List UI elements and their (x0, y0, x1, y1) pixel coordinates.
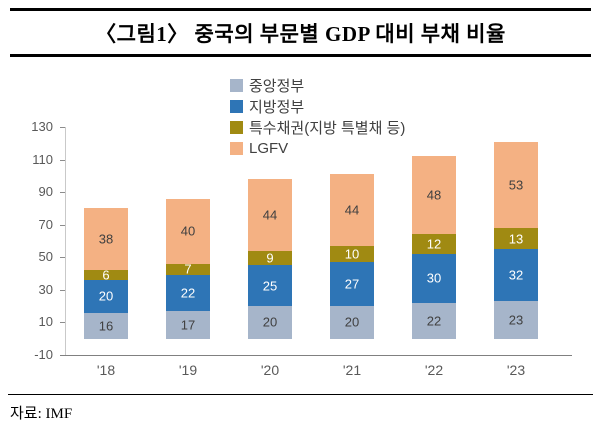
bar-value-label: 6 (102, 267, 110, 283)
bar-segment: 44 (330, 174, 374, 246)
bar-segment: 20 (84, 280, 128, 313)
y-axis-label: 130 (31, 119, 53, 134)
bar-segment: 16 (84, 312, 128, 339)
bar-segment: 22 (412, 302, 456, 339)
bar-value-label: 30 (426, 270, 442, 286)
bar-value-label: 9 (266, 250, 274, 266)
bar-value-label: 44 (262, 207, 278, 223)
x-axis-label: '23 (506, 362, 526, 378)
legend-item: LGFV (230, 138, 405, 159)
y-axis-tick (60, 322, 65, 324)
legend-label: 중앙정부 (249, 78, 305, 95)
bar-value-label: 17 (180, 317, 196, 333)
y-axis-label: 10 (38, 314, 53, 330)
y-axis-tick (60, 224, 65, 226)
y-axis-tick (60, 289, 65, 291)
bar-value-label: 22 (426, 313, 442, 329)
legend-item: 중앙정부 (230, 75, 405, 96)
x-axis-line (60, 355, 572, 356)
y-axis-line (65, 127, 66, 355)
legend-swatch-icon (230, 142, 243, 155)
bar-segment: 44 (248, 179, 292, 251)
legend-label: 특수채권(지방 특별채 등) (249, 120, 406, 137)
bar-value-label: 22 (180, 285, 196, 301)
bar-value-label: 12 (426, 236, 442, 252)
bar-value-label: 10 (344, 246, 360, 262)
bar-value-label: 38 (98, 231, 114, 247)
bar-segment: 40 (166, 198, 210, 264)
bar-segment: 20 (330, 306, 374, 339)
x-axis-label: '19 (178, 362, 198, 378)
legend-label: 지방정부 (249, 99, 305, 116)
bar-value-label: 16 (98, 318, 114, 334)
bar-value-label: 32 (508, 267, 524, 283)
y-axis-label: 90 (38, 184, 53, 200)
bar-segment: 30 (412, 254, 456, 303)
source-divider (8, 394, 593, 395)
y-axis-tick (60, 127, 65, 128)
bar-segment: 25 (248, 265, 292, 307)
plot-area: 130 110 90 70 50 30 10 -10 16 20 6 38 '18 17 22 7 40 '19 2… (0, 57, 601, 389)
y-axis-tick (60, 257, 65, 259)
bar-value-label: 7 (184, 261, 192, 277)
bar-value-label: 40 (180, 223, 196, 239)
bar-segment: 7 (166, 261, 210, 277)
source-note: 자료: IMF (10, 406, 73, 422)
y-axis-label: -10 (34, 347, 53, 362)
legend-swatch-icon (230, 100, 243, 113)
y-axis-tick (60, 192, 65, 194)
figure-title: 〈그림1〉 중국의 부문별 GDP 대비 부채 비율 (10, 8, 591, 57)
bar-segment: 53 (494, 141, 538, 228)
y-axis-label: 50 (38, 249, 53, 265)
bar-segment: 12 (412, 234, 456, 255)
bar-segment: 38 (84, 208, 128, 271)
bar-segment: 48 (412, 156, 456, 235)
bar-segment: 32 (494, 249, 538, 302)
bar-value-label: 20 (344, 314, 360, 330)
bar-segment: 22 (166, 275, 210, 312)
bar-value-label: 48 (426, 187, 442, 203)
legend-label: LGFV (249, 140, 289, 157)
x-axis-label: '22 (424, 362, 444, 378)
bar-value-label: 20 (98, 288, 114, 304)
x-axis-label: '21 (342, 362, 362, 378)
bar-segment: 17 (166, 311, 210, 339)
bar-segment: 10 (330, 245, 374, 263)
legend-swatch-icon (230, 79, 243, 92)
legend-swatch-icon (230, 121, 243, 134)
bar-value-label: 23 (508, 312, 524, 328)
bar-value-label: 20 (262, 314, 278, 330)
x-axis-label: '18 (96, 362, 116, 378)
stacked-bar-chart: 130 110 90 70 50 30 10 -10 16 20 6 38 '18 17 22 7 40 '19 2… (0, 57, 601, 389)
bar-segment: 23 (494, 301, 538, 339)
y-axis-label: 110 (32, 151, 53, 167)
bar-segment: 27 (330, 262, 374, 307)
bar-value-label: 53 (508, 177, 524, 193)
bar-value-label: 13 (508, 231, 524, 247)
legend-item: 지방정부 (230, 96, 405, 117)
bar-segment: 6 (84, 267, 128, 283)
bar-segment: 9 (248, 250, 292, 266)
bar-value-label: 44 (344, 202, 360, 218)
bar-segment: 13 (494, 227, 538, 250)
y-axis-label: 70 (38, 216, 53, 232)
y-axis-label: 30 (38, 281, 53, 297)
y-axis-tick (60, 159, 65, 161)
x-axis-label: '20 (260, 362, 280, 378)
bar-value-label: 25 (262, 278, 278, 294)
legend-item: 특수채권(지방 특별채 등) (230, 117, 405, 138)
bar-segment: 20 (248, 306, 292, 339)
bar-value-label: 27 (344, 276, 360, 292)
